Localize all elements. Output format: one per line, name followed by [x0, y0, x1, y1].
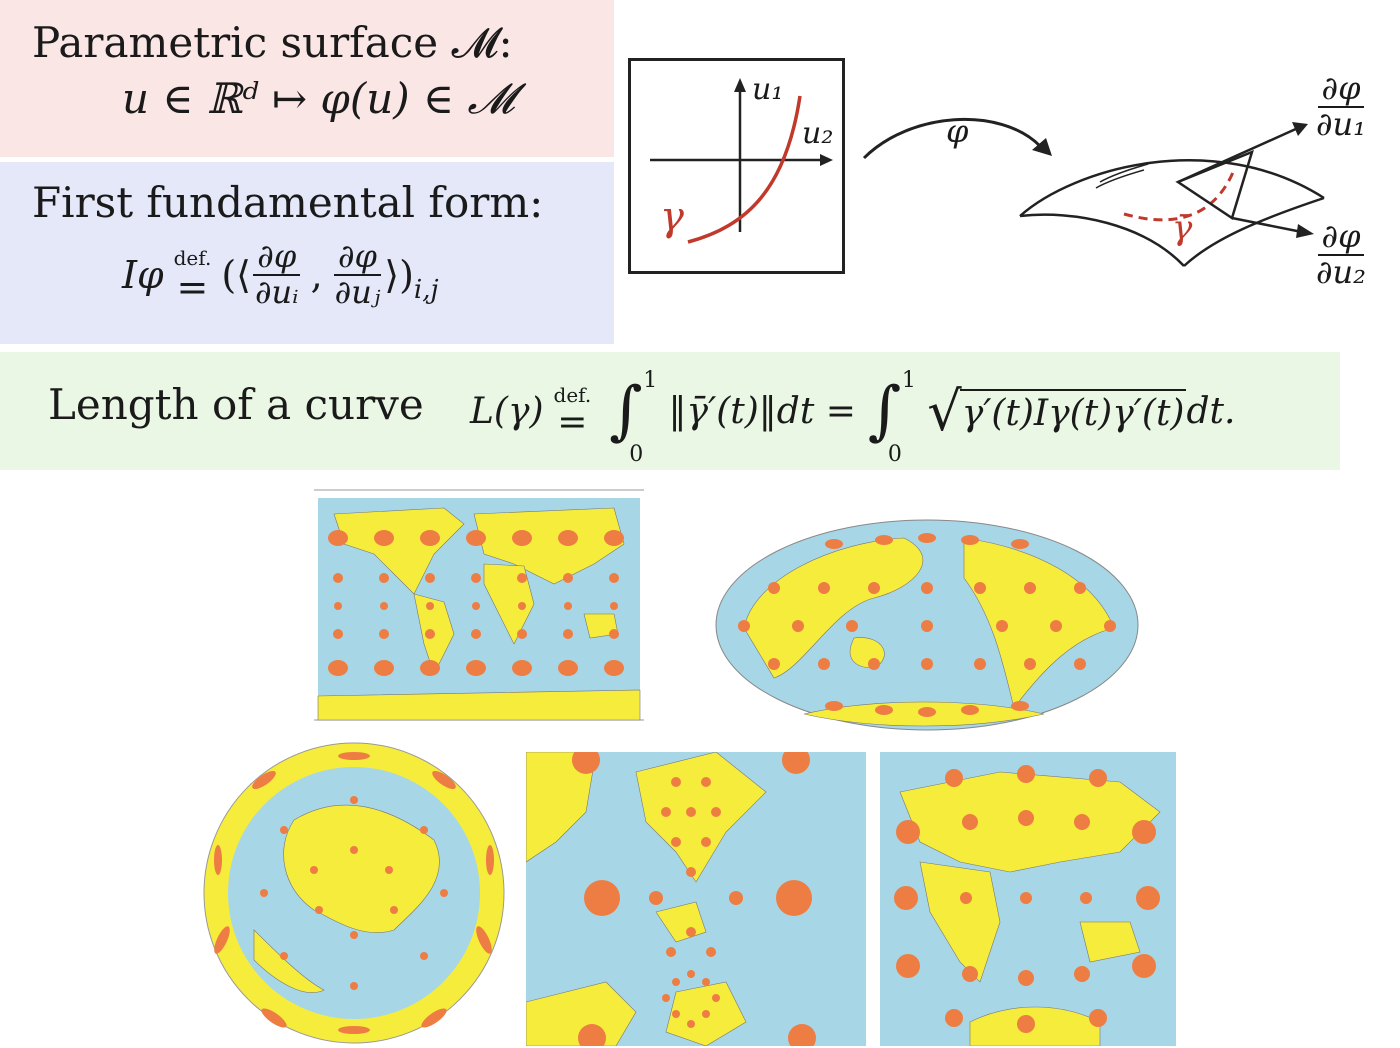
axis-u1-arrowhead: [734, 78, 746, 92]
surface-right-edge: [1183, 196, 1325, 267]
integral-1-lower: 0: [629, 442, 644, 467]
surface-title: Parametric surface 𝓜:: [32, 18, 513, 67]
form-lhs: Iφ: [122, 252, 164, 297]
first-fundamental-form-panel: First fundamental form: Iφ def. = (⟨ ∂φ …: [0, 162, 614, 344]
parametric-surface-panel: Parametric surface 𝓜: u ∈ ℝᵈ ↦ φ(u) ∈ 𝓜: [0, 0, 614, 157]
curve-length-panel: Length of a curve L(γ) def. = ∫ 1 0 ‖γ̄′…: [0, 352, 1340, 470]
partial-u1-den: ∂u₁: [1316, 104, 1366, 143]
landmass-africa: [919, 861, 1001, 983]
landmass-asia: [743, 537, 924, 679]
partial-u2-fraction: ∂φ ∂u₂: [1312, 219, 1370, 291]
azimuthal-map: [203, 742, 505, 1044]
landmass-antarctica: [317, 689, 641, 721]
landmass-southwest: [526, 981, 637, 1046]
indicatrix-circles: [894, 765, 1160, 1033]
orthographic-map: [880, 752, 1176, 1046]
integral-2-upper: 1: [901, 368, 916, 393]
length-label: Length of a curve: [48, 380, 424, 429]
surface-top-edge: [1019, 159, 1325, 217]
surface-shading-2: [1095, 169, 1145, 189]
tangent-u1-line: [1177, 126, 1299, 184]
landmass-northwest: [526, 752, 597, 863]
gnomonic-map: [526, 752, 866, 1046]
length-eq: =: [557, 401, 588, 443]
form-num-j: ∂φ: [333, 239, 381, 276]
length-def-eq: def. =: [553, 382, 592, 443]
indicatrix-ellipses: [328, 530, 624, 676]
tangent-u2-line: [1231, 216, 1303, 234]
gamma-bar-label: γ̄: [1172, 208, 1193, 248]
form-comma: ,: [310, 252, 323, 297]
form-formula: Iφ def. = (⟨ ∂φ ∂uᵢ , ∂φ ∂uⱼ ⟩) i,j: [122, 239, 439, 311]
indicatrix-circles: [572, 752, 816, 1046]
partial-u1-num: ∂φ: [1317, 71, 1365, 108]
axis-u1-label: u₁: [752, 72, 784, 107]
length-formula: L(γ) def. = ∫ 1 0 ‖γ̄′(t)‖dt = ∫ 1 0 √ γ…: [470, 366, 1236, 467]
integral-2: ∫ 1 0: [867, 368, 916, 467]
mapping-arrow-curve: [862, 117, 1042, 160]
mercator-map: [314, 489, 644, 721]
surface-formula: u ∈ ℝᵈ ↦ φ(u) ∈ 𝓜: [122, 74, 515, 123]
form-fraction-j: ∂φ ∂uⱼ: [331, 239, 385, 311]
landmass-eurasia: [473, 507, 625, 585]
gamma-label: γ: [660, 194, 684, 240]
indicatrix-ellipses: [214, 752, 494, 1034]
landmass-center: [283, 804, 440, 934]
length-middle: ‖γ̄′(t)‖dt =: [668, 390, 856, 432]
sqrt-sign: √: [927, 379, 962, 443]
form-num-i: ∂φ: [253, 239, 301, 276]
form-den-i: ∂uᵢ: [254, 272, 299, 311]
integral-1-upper: 1: [643, 368, 658, 393]
landmass-americas: [963, 537, 1115, 709]
form-den-j: ∂uⱼ: [334, 272, 381, 311]
length-tail: dt.: [1186, 390, 1236, 432]
integral-1: ∫ 1 0: [609, 368, 658, 467]
axis-u2-label: u₂: [802, 116, 834, 151]
integral-2-lower: 0: [887, 442, 902, 467]
axis-u2-arrowhead: [820, 154, 833, 166]
parameter-domain-diagram: [628, 58, 845, 274]
length-def: def.: [553, 382, 592, 407]
tangent-u2-head: [1296, 224, 1314, 238]
form-eq: =: [176, 264, 209, 309]
domain-frame: [628, 58, 845, 274]
form-def: def.: [173, 245, 212, 270]
indicatrix-ellipses: [738, 533, 1116, 717]
map-phi-label: φ: [946, 112, 969, 150]
tangent-plane: [1175, 149, 1254, 220]
surface-diagram: [1019, 122, 1325, 267]
form-def-eq: def. =: [173, 245, 212, 309]
mapping-arrow: [862, 117, 1052, 160]
form-subscript: i,j: [413, 275, 439, 306]
partial-u2-num: ∂φ: [1317, 219, 1365, 256]
surface-left-edge: [1019, 213, 1185, 267]
mapping-arrow-head: [1032, 138, 1052, 156]
form-close: ⟩): [384, 252, 414, 297]
curve-gamma: [687, 95, 802, 244]
length-lhs: L(γ): [470, 390, 544, 432]
form-fraction-i: ∂φ ∂uᵢ: [251, 239, 303, 311]
surface-shading-1: [1099, 163, 1149, 183]
partial-u2-den: ∂u₂: [1316, 252, 1366, 291]
form-open: (⟨: [221, 252, 251, 297]
form-title: First fundamental form:: [32, 178, 544, 227]
length-sqrt-body: γ′(t)Iγ(t)γ′(t): [959, 388, 1187, 434]
landmass-africa: [483, 563, 535, 645]
partial-u1-fraction: ∂φ ∂u₁: [1312, 71, 1370, 143]
mollweide-map: [715, 519, 1139, 731]
landmass-southwest: [253, 929, 325, 993]
landmass-asia: [635, 752, 767, 883]
landmass-australia: [1079, 921, 1141, 963]
curve-gamma-bar: [1123, 169, 1236, 222]
tangent-u1-head: [1292, 122, 1308, 136]
